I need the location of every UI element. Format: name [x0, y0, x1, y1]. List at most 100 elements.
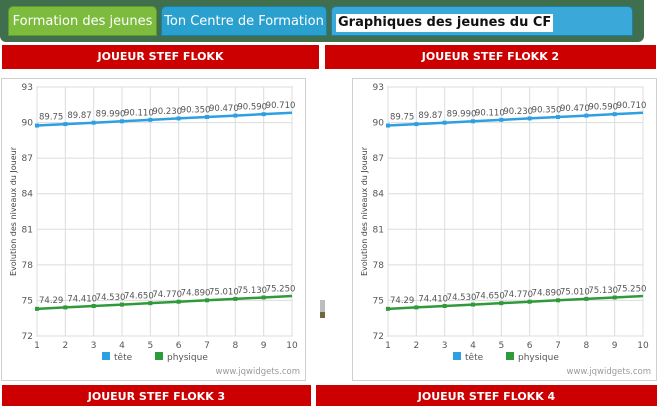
- x-tick-label: 10: [286, 341, 298, 351]
- player-header-3[interactable]: JOUEUR STEF FLOKK 3: [2, 385, 311, 406]
- data-point: [35, 123, 39, 128]
- data-label: 74.770: [152, 290, 182, 300]
- data-label: 90.110: [475, 108, 505, 118]
- y-tick-label: 75: [22, 296, 33, 306]
- data-point: [612, 112, 617, 117]
- data-label: 90.230: [503, 107, 533, 117]
- series-line-tete: [36, 111, 293, 127]
- y-tick-label: 81: [373, 225, 384, 235]
- data-label: 75.250: [617, 284, 647, 294]
- legend-swatch: [453, 352, 461, 360]
- y-tick-label: 78: [22, 261, 34, 271]
- data-label: 89.990: [96, 110, 126, 120]
- x-tick-label: 3: [442, 341, 448, 351]
- data-label: 90.590: [588, 103, 618, 113]
- data-point: [584, 296, 589, 301]
- tab-graphiques-label: Graphiques des jeunes du CF: [336, 14, 554, 32]
- data-label: 74.530: [96, 293, 126, 303]
- x-tick-label: 4: [470, 341, 476, 351]
- data-label: 90.470: [560, 104, 590, 114]
- series-line-physique: [36, 294, 293, 311]
- x-tick-label: 10: [637, 341, 649, 351]
- y-tick-label: 84: [373, 190, 385, 200]
- data-point: [233, 296, 238, 301]
- data-point: [205, 298, 209, 303]
- player-header-1[interactable]: JOUEUR STEF FLOKK: [2, 45, 319, 69]
- legend-label: tête: [465, 352, 484, 363]
- data-point: [148, 117, 153, 122]
- x-tick-label: 2: [62, 341, 68, 351]
- y-axis-label: Evolution des niveaux du Joueur: [9, 146, 18, 276]
- data-point: [471, 119, 475, 124]
- data-point: [63, 122, 68, 127]
- data-point: [584, 113, 589, 118]
- y-tick-label: 72: [373, 332, 384, 342]
- splitter-grip: [320, 312, 325, 318]
- data-label: 74.29: [39, 296, 63, 306]
- data-point: [205, 114, 209, 119]
- data-point: [91, 120, 96, 125]
- y-tick-label: 93: [373, 83, 384, 93]
- y-tick-label: 84: [22, 190, 34, 200]
- data-point: [499, 117, 504, 122]
- data-label: 74.890: [181, 289, 211, 299]
- chart-panel-1: 1 2 3 4 5 6 7 8 9 10 72 75 78 81 84 87 90 93 Evolution des…: [1, 78, 306, 381]
- x-tick-label: 6: [527, 341, 533, 351]
- x-tick-label: 7: [204, 341, 210, 351]
- tab-ton-centre-de-formation[interactable]: Ton Centre de Formation: [161, 6, 327, 36]
- legend-label: tête: [114, 352, 133, 363]
- y-axis-label: Evolution des niveaux du Joueur: [360, 146, 369, 276]
- data-point: [414, 122, 419, 127]
- data-point: [176, 116, 181, 121]
- watermark: www.jqwidgets.com: [567, 367, 652, 377]
- data-label: 90.350: [532, 105, 562, 115]
- y-tick-label: 81: [22, 225, 33, 235]
- tab-graphiques-des-jeunes[interactable]: Graphiques des jeunes du CF: [331, 6, 633, 36]
- data-label: 74.650: [475, 292, 505, 302]
- splitter-handle[interactable]: [320, 300, 325, 318]
- data-label: 90.350: [181, 105, 211, 115]
- data-label: 74.410: [418, 294, 448, 304]
- player-header-2[interactable]: JOUEUR STEF FLOKK 2: [325, 45, 656, 69]
- tab-formation-des-jeunes[interactable]: Formation des jeunes: [8, 6, 157, 36]
- plot-area: [387, 86, 644, 337]
- x-tick-label: 3: [91, 341, 97, 351]
- data-point: [442, 120, 447, 125]
- data-label: 90.230: [152, 107, 182, 117]
- data-point: [386, 123, 390, 128]
- data-point: [35, 306, 39, 311]
- data-point: [527, 299, 532, 304]
- data-label: 74.29: [390, 296, 414, 306]
- data-point: [386, 306, 390, 311]
- data-label: 75.130: [237, 286, 267, 296]
- y-tick-label: 87: [373, 154, 384, 164]
- x-tick-label: 5: [498, 341, 504, 351]
- data-point: [527, 116, 532, 121]
- player-header-4[interactable]: JOUEUR STEF FLOKK 4: [316, 385, 657, 406]
- data-label: 90.710: [617, 101, 647, 111]
- data-label: 74.530: [447, 293, 477, 303]
- data-point: [120, 119, 124, 124]
- legend-swatch: [155, 352, 163, 360]
- data-label: 90.710: [266, 101, 296, 111]
- data-label: 74.890: [532, 289, 562, 299]
- data-label: 90.590: [237, 103, 267, 113]
- x-tick-label: 2: [413, 341, 419, 351]
- x-tick-label: 1: [385, 341, 391, 351]
- data-label: 75.130: [588, 286, 618, 296]
- data-label: 89.990: [447, 110, 477, 120]
- data-point: [63, 305, 68, 310]
- x-tick-label: 8: [583, 341, 589, 351]
- x-tick-label: 9: [612, 341, 618, 351]
- data-point: [91, 304, 96, 309]
- x-tick-label: 5: [147, 341, 153, 351]
- data-point: [442, 304, 447, 309]
- y-tick-label: 78: [373, 261, 385, 271]
- data-label: 89.87: [418, 111, 442, 121]
- data-point: [499, 301, 504, 306]
- x-tick-label: 1: [34, 341, 40, 351]
- data-point: [233, 113, 238, 118]
- plot-area: [36, 86, 293, 337]
